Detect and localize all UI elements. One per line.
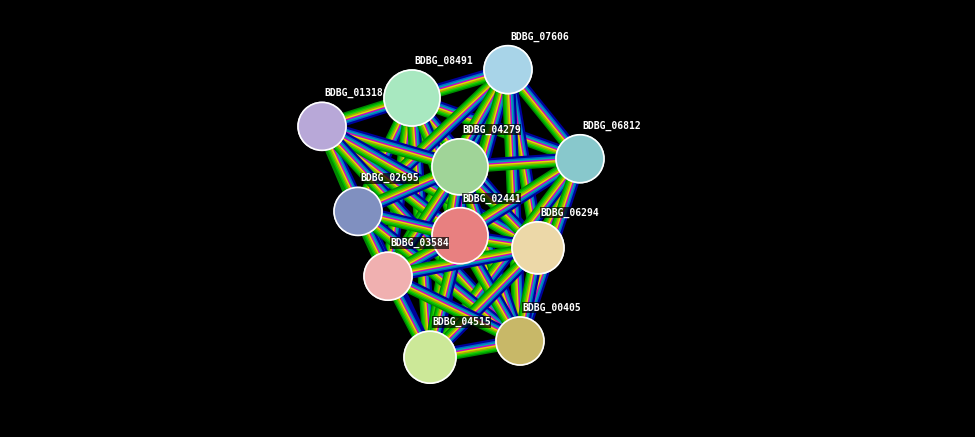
Text: BDBG_02441: BDBG_02441 (462, 194, 521, 204)
Circle shape (512, 222, 564, 274)
Text: BDBG_01318: BDBG_01318 (324, 88, 383, 98)
Circle shape (298, 102, 346, 150)
Circle shape (432, 208, 488, 264)
Text: BDBG_06812: BDBG_06812 (582, 121, 641, 131)
Circle shape (484, 45, 532, 94)
Circle shape (384, 70, 440, 126)
Text: BDBG_06294: BDBG_06294 (540, 208, 599, 218)
Circle shape (404, 331, 456, 383)
Circle shape (334, 187, 382, 236)
Text: BDBG_00405: BDBG_00405 (522, 303, 581, 313)
Text: BDBG_04279: BDBG_04279 (462, 125, 521, 135)
Circle shape (364, 252, 412, 300)
Text: BDBG_04515: BDBG_04515 (432, 317, 490, 327)
Text: BDBG_08491: BDBG_08491 (414, 56, 473, 66)
Circle shape (432, 139, 488, 195)
Circle shape (556, 135, 604, 183)
Text: BDBG_02695: BDBG_02695 (360, 173, 418, 184)
Text: BDBG_03584: BDBG_03584 (390, 238, 448, 248)
Circle shape (496, 317, 544, 365)
Text: BDBG_07606: BDBG_07606 (510, 31, 568, 42)
